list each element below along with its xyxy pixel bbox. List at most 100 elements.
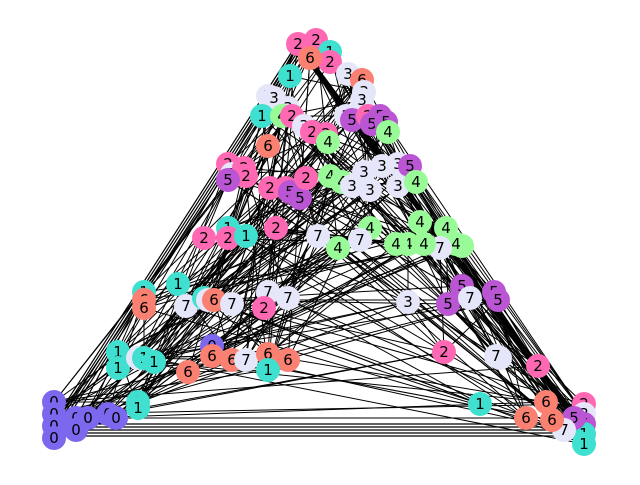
- node-label: 0: [111, 409, 121, 427]
- node-circle: [526, 354, 550, 378]
- node-circle: [256, 358, 280, 382]
- node-label: 2: [259, 299, 269, 317]
- node-circle: [306, 224, 330, 248]
- graph-node: 7: [276, 286, 300, 310]
- graph-node: 4: [316, 130, 340, 154]
- graph-node: 1: [166, 272, 190, 296]
- graph-edge: [213, 299, 585, 405]
- node-label: 4: [383, 123, 393, 141]
- node-label: 3: [377, 157, 387, 175]
- node-label: 6: [263, 137, 273, 155]
- node-circle: [318, 50, 342, 74]
- graph-node: 1: [572, 432, 596, 456]
- node-label: 1: [173, 275, 183, 293]
- graph-node: 2: [216, 226, 240, 250]
- node-label: 3: [393, 155, 403, 173]
- node-label: 1: [263, 361, 273, 379]
- node-label: 1: [133, 399, 143, 417]
- node-label: 5: [367, 115, 377, 133]
- node-circle: [192, 226, 216, 250]
- graph-edge: [211, 185, 399, 347]
- graph-node: 3: [386, 174, 410, 198]
- graph-edge: [143, 245, 463, 359]
- graph-node: 5: [436, 292, 460, 316]
- graph-node: 3: [396, 290, 420, 314]
- node-label: 1: [579, 435, 589, 453]
- node-label: 0: [49, 429, 59, 447]
- node-circle: [256, 134, 280, 158]
- node-label: 2: [287, 107, 297, 125]
- graph-node: 6: [534, 390, 558, 414]
- node-circle: [326, 236, 350, 260]
- node-label: 5: [295, 189, 305, 207]
- graph-node: 0: [76, 406, 100, 430]
- node-label: 2: [265, 179, 275, 197]
- node-circle: [252, 296, 276, 320]
- node-label: 2: [293, 35, 303, 53]
- node-label: 6: [283, 351, 293, 369]
- graph-node: 2: [432, 340, 456, 364]
- graph-node: 6: [132, 296, 156, 320]
- graph-node: 4: [404, 170, 428, 194]
- node-circle: [348, 228, 372, 252]
- node-label: 1: [149, 353, 159, 371]
- node-label: 4: [415, 213, 425, 231]
- node-label: 5: [223, 171, 233, 189]
- node-label: 1: [113, 343, 123, 361]
- node-label: 2: [325, 53, 335, 71]
- node-label: 6: [227, 351, 237, 369]
- graph-node: 0: [104, 406, 128, 430]
- graph-edge: [245, 115, 283, 361]
- node-circle: [250, 104, 274, 128]
- graph-node: 6: [514, 406, 538, 430]
- node-label: 0: [71, 421, 81, 439]
- graph-node: 5: [288, 186, 312, 210]
- node-circle: [42, 426, 66, 450]
- graph-edge: [143, 247, 441, 301]
- node-label: 5: [569, 409, 579, 427]
- node-circle: [384, 232, 408, 256]
- node-circle: [76, 406, 100, 430]
- node-circle: [276, 348, 300, 372]
- node-label: 3: [403, 293, 413, 311]
- graph-node: 1: [234, 224, 258, 248]
- graph-node: 6: [276, 348, 300, 372]
- node-label: 3: [357, 91, 367, 109]
- node-label: 7: [263, 283, 273, 301]
- graph-node: 1: [142, 350, 166, 374]
- graph-edge: [267, 175, 331, 371]
- graph-node: 4: [326, 236, 350, 260]
- graph-node: 6: [202, 288, 226, 312]
- node-label: 4: [323, 133, 333, 151]
- node-label: 6: [521, 409, 531, 427]
- node-label: 5: [493, 291, 503, 309]
- node-label: 2: [271, 219, 281, 237]
- node-label: 1: [113, 359, 123, 377]
- node-circle: [458, 286, 482, 310]
- node-label: 2: [533, 357, 543, 375]
- node-circle: [534, 390, 558, 414]
- node-label: 6: [547, 411, 557, 429]
- node-circle: [484, 344, 508, 368]
- node-circle: [404, 170, 428, 194]
- node-label: 5: [405, 157, 415, 175]
- node-label: 7: [313, 227, 323, 245]
- node-label: 7: [435, 239, 445, 257]
- node-label: 1: [241, 227, 251, 245]
- node-label: 3: [347, 177, 357, 195]
- node-circle: [278, 64, 302, 88]
- node-label: 6: [209, 291, 219, 309]
- graph-edge: [137, 107, 289, 403]
- graph-edge: [143, 301, 409, 359]
- node-label: 7: [241, 351, 251, 369]
- node-circle: [358, 178, 382, 202]
- node-label: 7: [227, 295, 237, 313]
- graph-edge: [153, 247, 339, 363]
- node-circle: [234, 224, 258, 248]
- graph-edge: [211, 115, 369, 357]
- node-label: 7: [355, 231, 365, 249]
- node-label: 1: [257, 107, 267, 125]
- node-circle: [174, 294, 198, 318]
- graph-node: 2: [264, 216, 288, 240]
- graph-edge: [337, 247, 527, 419]
